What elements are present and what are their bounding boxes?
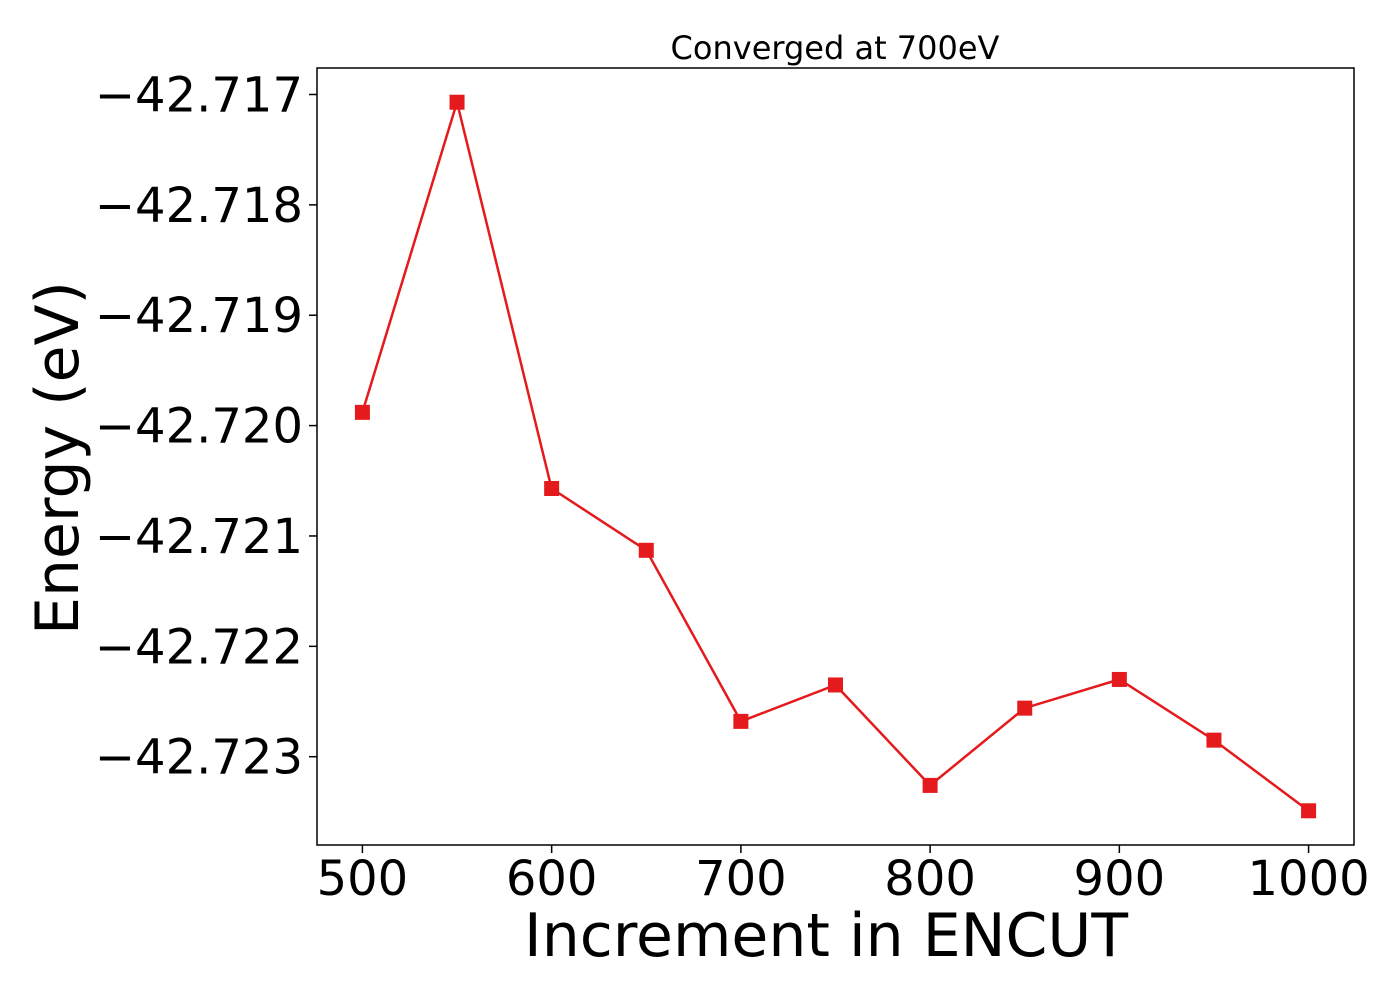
x-tick-label: 800 [884, 851, 976, 907]
data-point [1017, 700, 1033, 716]
data-point [354, 404, 370, 420]
x-axis: 500 600 700 800 900 1000 [317, 845, 1370, 907]
series-line [361, 97, 1310, 812]
y-tick-label: −42.721 [95, 509, 303, 565]
x-tick-label: 700 [695, 851, 787, 907]
data-point [828, 677, 843, 693]
data-point [1111, 671, 1127, 687]
series-markers [354, 94, 1317, 819]
x-tick-label: 1000 [1248, 851, 1370, 907]
y-tick-label: −42.717 [95, 67, 303, 123]
y-axis-label: Energy (eV) [23, 281, 93, 635]
data-point [638, 542, 654, 558]
data-point [733, 713, 749, 729]
y-axis: −42.717 −42.718 −42.719 −42.720 −42.721 −42.7… [95, 67, 317, 786]
data-point [544, 481, 560, 497]
y-tick-label: −42.719 [95, 288, 303, 344]
x-tick-label: 900 [1074, 851, 1166, 907]
data-point [1206, 732, 1222, 748]
y-tick-label: −42.718 [95, 178, 303, 234]
chart-title: Converged at 700eV [671, 29, 1000, 67]
x-axis-label: Increment in ENCUT [524, 901, 1128, 971]
y-tick-label: −42.720 [95, 399, 303, 455]
data-point [1301, 803, 1317, 819]
y-tick-label: −42.723 [95, 730, 303, 786]
y-tick-label: −42.722 [95, 619, 303, 675]
plot-frame [316, 67, 1355, 846]
data-point [449, 94, 465, 110]
data-point [922, 777, 938, 793]
x-tick-label: 600 [506, 851, 598, 907]
x-tick-label: 500 [317, 851, 409, 907]
